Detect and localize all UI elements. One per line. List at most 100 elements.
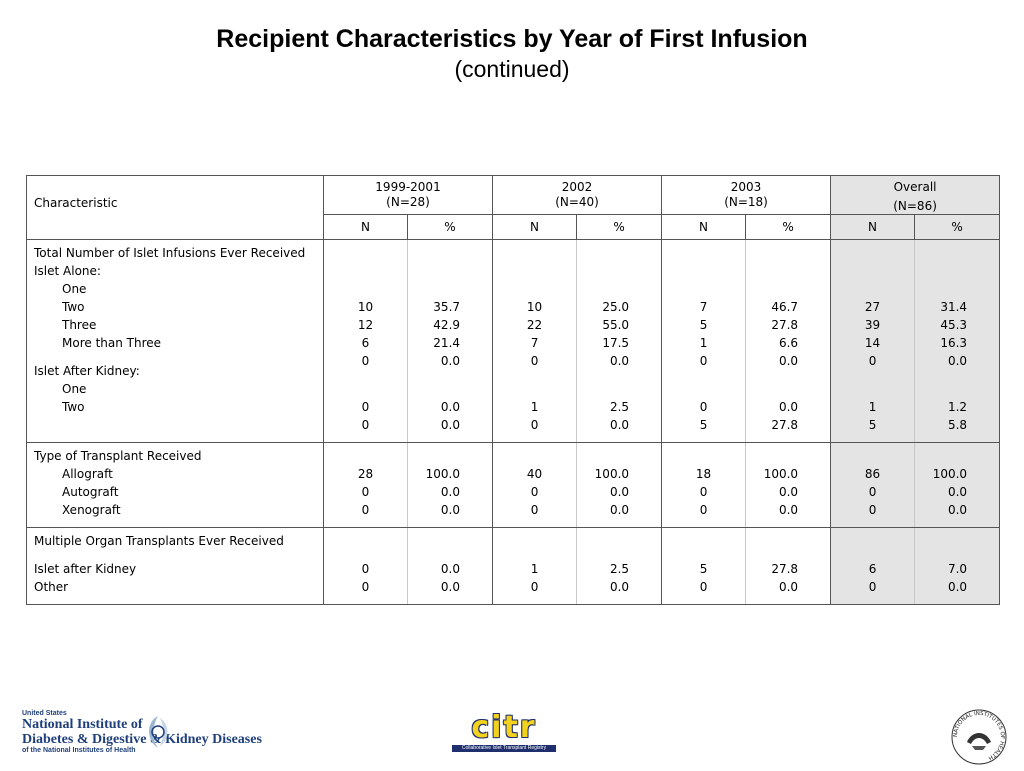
section-heading: Multiple Organ Transplants Ever Received: [34, 534, 284, 548]
percent-value: 100.0: [594, 467, 630, 481]
percent-value: 6.6: [778, 336, 799, 350]
count-value: 6: [868, 562, 877, 576]
count-value: 18: [695, 467, 712, 481]
count-value: 5: [699, 418, 708, 432]
group-label: 2002: [561, 180, 593, 194]
row-label: Allograft: [62, 467, 113, 481]
percent-value: 35.7: [433, 300, 461, 314]
percent-value: 1.2: [947, 400, 968, 414]
group-header-2003: 2003 (N=18): [661, 175, 832, 215]
characteristic-header: Characteristic: [26, 175, 324, 240]
value-cell: 86 0 0: [830, 442, 915, 528]
count-value: 0: [361, 418, 370, 432]
value-cell: 46.7 27.8 6.6 0.0 0.0 27.8: [745, 239, 831, 443]
row-label: Two: [62, 300, 85, 314]
column-header-n: N: [661, 214, 747, 240]
header-row-columns: N% N% N% N%: [27, 214, 1001, 240]
nidk-logo: United States National Institute of Diab…: [22, 710, 262, 754]
group-header-2002: 2002 (N=40): [492, 175, 663, 215]
percent-value: 25.0: [602, 300, 630, 314]
value-cell: 31.4 45.3 16.3 0.0 1.2 5.8: [914, 239, 1001, 443]
count-value: 0: [699, 485, 708, 499]
count-value: 5: [699, 562, 708, 576]
column-header-n: N: [323, 214, 408, 240]
percent-value: 0.0: [440, 485, 461, 499]
column-header-pct: %: [745, 214, 832, 240]
value-cell: 35.7 42.9 21.4 0.0 0.0 0.0: [406, 239, 493, 443]
percent-value: 0.0: [947, 503, 968, 517]
row-label: One: [62, 382, 87, 396]
count-value: 0: [361, 485, 370, 499]
count-value: 0: [699, 400, 708, 414]
row-label: Autograft: [62, 485, 119, 499]
percent-value: 100.0: [763, 467, 799, 481]
citr-tagline: Collaborative Islet Transplant Registry: [452, 745, 556, 752]
count-value: 1: [868, 400, 877, 414]
count-value: 0: [361, 400, 370, 414]
value-cell: 27 39 14 0 1 5: [830, 239, 915, 443]
count-value: 0: [530, 418, 539, 432]
percent-value: 7.0: [947, 562, 968, 576]
count-value: 10: [357, 300, 374, 314]
count-value: 0: [868, 580, 877, 594]
value-cell: 100.0 0.0 0.0: [745, 442, 831, 528]
count-value: 0: [530, 580, 539, 594]
value-cell: 28 0 0: [323, 442, 408, 528]
column-header-pct: %: [576, 214, 663, 240]
percent-value: 0.0: [440, 418, 461, 432]
section-label-cell: Type of Transplant Received Allograft Auto…: [26, 442, 324, 528]
percent-value: 0.0: [778, 354, 799, 368]
percent-value: 21.4: [433, 336, 461, 350]
slide-header: Recipient Characteristics by Year of Fir…: [0, 24, 1024, 84]
count-value: 7: [699, 300, 708, 314]
count-value: 7: [530, 336, 539, 350]
value-cell: 7 5 1 0 0 5: [661, 239, 746, 443]
value-cell: 100.0 0.0 0.0: [576, 442, 662, 528]
count-value: 0: [699, 354, 708, 368]
header-row-groups: Characteristic 1999-2001 (N=28) 2002 (N=…: [26, 175, 1001, 240]
count-value: 40: [526, 467, 543, 481]
percent-value: 55.0: [602, 318, 630, 332]
count-value: 0: [530, 503, 539, 517]
group-n-label: (N=28): [386, 195, 430, 209]
percent-value: 42.9: [433, 318, 461, 332]
count-value: 14: [864, 336, 881, 350]
count-value: 0: [699, 503, 708, 517]
count-value: 5: [699, 318, 708, 332]
row-label: Three: [62, 318, 97, 332]
section-heading: Total Number of Islet Infusions Ever Rec…: [34, 246, 306, 260]
nidk-emblem-icon: [149, 716, 168, 748]
group-label: 2003: [730, 180, 762, 194]
nidk-country: United States: [22, 710, 67, 717]
section-heading: Type of Transplant Received: [34, 449, 202, 463]
column-header-pct: %: [406, 214, 494, 240]
column-header-n: N: [830, 214, 916, 240]
percent-value: 16.3: [940, 336, 968, 350]
count-value: 1: [530, 562, 539, 576]
count-value: 0: [361, 580, 370, 594]
value-cell: 27.8 0.0: [745, 527, 831, 605]
count-value: 6: [361, 336, 370, 350]
row-label: Other: [34, 580, 69, 594]
row-label: Two: [62, 400, 85, 414]
count-value: 0: [361, 503, 370, 517]
count-value: 22: [526, 318, 543, 332]
percent-value: 2.5: [609, 562, 630, 576]
table-section: Multiple Organ Transplants Ever Received…: [26, 527, 1001, 605]
percent-value: 31.4: [940, 300, 968, 314]
count-value: 39: [864, 318, 881, 332]
count-value: 1: [530, 400, 539, 414]
recipient-characteristics-table: Characteristic 1999-2001 (N=28) 2002 (N=…: [26, 175, 1001, 605]
citr-wordmark: citr: [471, 710, 537, 745]
percent-value: 2.5: [609, 400, 630, 414]
count-value: 27: [864, 300, 881, 314]
percent-value: 100.0: [425, 467, 461, 481]
slide-title: Recipient Characteristics by Year of Fir…: [216, 25, 808, 53]
count-value: 5: [868, 418, 877, 432]
count-value: 0: [530, 354, 539, 368]
count-value: 0: [868, 485, 877, 499]
group-label: Overall: [893, 180, 937, 194]
percent-value: 0.0: [440, 400, 461, 414]
value-cell: 25.0 55.0 17.5 0.0 2.5 0.0: [576, 239, 662, 443]
